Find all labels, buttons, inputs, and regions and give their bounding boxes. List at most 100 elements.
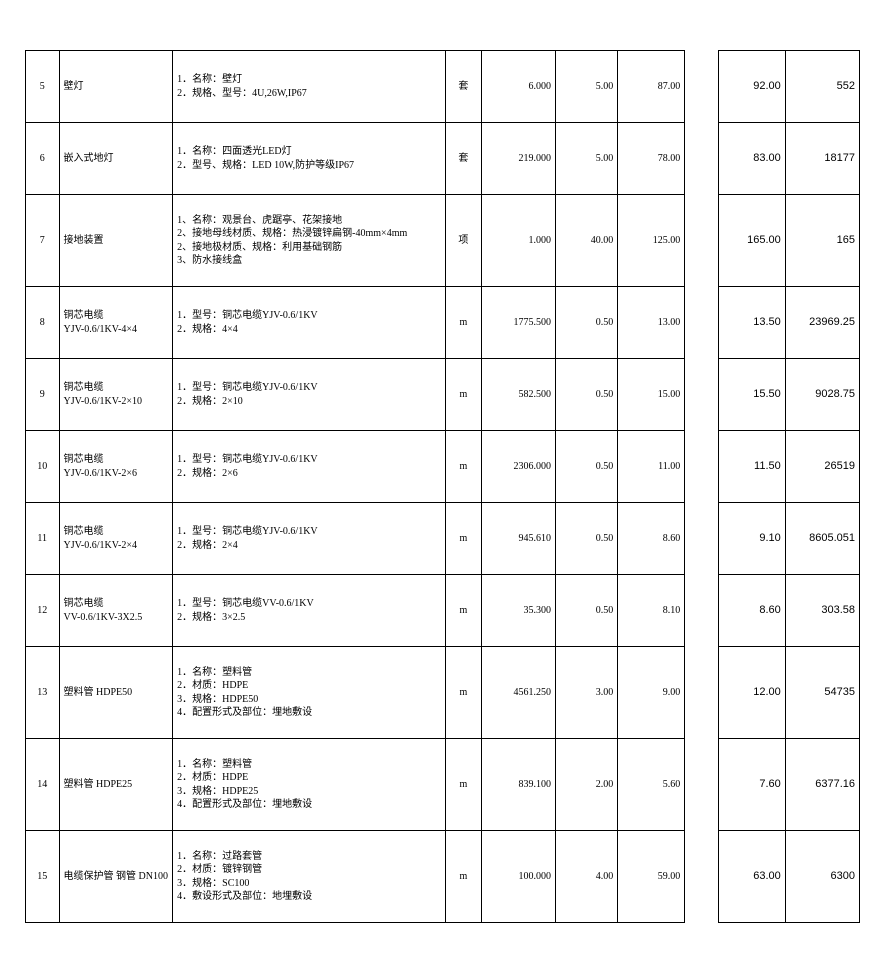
cell-total: 23969.25 [785, 287, 859, 359]
cell-price: 15.50 [718, 359, 785, 431]
cell-gap [685, 123, 719, 195]
table-row: 13塑料管 HDPE501．名称：塑料管 2．材质：HDPE 3．规格：HDPE… [26, 647, 860, 739]
cell-name: 电缆保护管 钢管 DN100 [59, 831, 173, 923]
cell-n1: 40.00 [556, 195, 618, 287]
cell-total: 165 [785, 195, 859, 287]
table-row: 6嵌入式地灯1．名称：四面透光LED灯 2．型号、规格：LED 10W,防护等级… [26, 123, 860, 195]
table-row: 5壁灯1．名称：壁灯 2．规格、型号：4U,26W,IP67套6.0005.00… [26, 51, 860, 123]
cell-unit: m [445, 831, 481, 923]
data-table: 5壁灯1．名称：壁灯 2．规格、型号：4U,26W,IP67套6.0005.00… [25, 50, 860, 923]
cell-desc: 1．名称：塑料管 2．材质：HDPE 3．规格：HDPE25 4．配置形式及部位… [173, 739, 446, 831]
table-row: 8铜芯电缆 YJV-0.6/1KV-4×41．型号：铜芯电缆YJV-0.6/1K… [26, 287, 860, 359]
cell-desc: 1．名称：过路套管 2．材质：镀锌钢管 3．规格：SC100 4．敷设形式及部位… [173, 831, 446, 923]
cell-n2: 11.00 [618, 431, 685, 503]
cell-qty: 4561.250 [481, 647, 555, 739]
cell-n1: 2.00 [556, 739, 618, 831]
cell-n2: 5.60 [618, 739, 685, 831]
table-row: 11铜芯电缆 YJV-0.6/1KV-2×41．型号：铜芯电缆YJV-0.6/1… [26, 503, 860, 575]
cell-index: 5 [26, 51, 60, 123]
cell-qty: 100.000 [481, 831, 555, 923]
cell-desc: 1．名称：四面透光LED灯 2．型号、规格：LED 10W,防护等级IP67 [173, 123, 446, 195]
cell-desc: 1．名称：壁灯 2．规格、型号：4U,26W,IP67 [173, 51, 446, 123]
cell-n1: 0.50 [556, 287, 618, 359]
cell-index: 11 [26, 503, 60, 575]
cell-n2: 13.00 [618, 287, 685, 359]
cell-price: 165.00 [718, 195, 785, 287]
cell-name: 铜芯电缆 YJV-0.6/1KV-4×4 [59, 287, 173, 359]
cell-price: 11.50 [718, 431, 785, 503]
cell-desc: 1．名称：塑料管 2．材质：HDPE 3．规格：HDPE50 4．配置形式及部位… [173, 647, 446, 739]
cell-unit: m [445, 647, 481, 739]
cell-unit: m [445, 575, 481, 647]
cell-price: 9.10 [718, 503, 785, 575]
cell-unit: m [445, 287, 481, 359]
cell-qty: 1.000 [481, 195, 555, 287]
cell-n1: 5.00 [556, 123, 618, 195]
cell-n1: 4.00 [556, 831, 618, 923]
cell-total: 54735 [785, 647, 859, 739]
table-row: 15电缆保护管 钢管 DN1001．名称：过路套管 2．材质：镀锌钢管 3．规格… [26, 831, 860, 923]
cell-name: 塑料管 HDPE50 [59, 647, 173, 739]
cell-name: 嵌入式地灯 [59, 123, 173, 195]
cell-n2: 9.00 [618, 647, 685, 739]
cell-name: 壁灯 [59, 51, 173, 123]
cell-gap [685, 51, 719, 123]
cell-n1: 0.50 [556, 575, 618, 647]
cell-name: 铜芯电缆 VV-0.6/1KV-3X2.5 [59, 575, 173, 647]
cell-price: 63.00 [718, 831, 785, 923]
table-row: 10铜芯电缆 YJV-0.6/1KV-2×61．型号：铜芯电缆YJV-0.6/1… [26, 431, 860, 503]
cell-n1: 0.50 [556, 503, 618, 575]
table-container: 5壁灯1．名称：壁灯 2．规格、型号：4U,26W,IP67套6.0005.00… [0, 0, 880, 953]
cell-qty: 1775.500 [481, 287, 555, 359]
cell-price: 83.00 [718, 123, 785, 195]
cell-total: 6377.16 [785, 739, 859, 831]
cell-name: 铜芯电缆 YJV-0.6/1KV-2×10 [59, 359, 173, 431]
cell-gap [685, 575, 719, 647]
cell-gap [685, 287, 719, 359]
cell-index: 6 [26, 123, 60, 195]
cell-index: 12 [26, 575, 60, 647]
cell-qty: 2306.000 [481, 431, 555, 503]
cell-index: 13 [26, 647, 60, 739]
cell-qty: 35.300 [481, 575, 555, 647]
cell-desc: 1．型号：铜芯电缆VV-0.6/1KV 2．规格：3×2.5 [173, 575, 446, 647]
cell-gap [685, 831, 719, 923]
table-row: 7接地装置1、名称：观景台、虎踞亭、花架接地 2、接地母线材质、规格：热浸镀锌扁… [26, 195, 860, 287]
cell-unit: 套 [445, 51, 481, 123]
cell-n2: 59.00 [618, 831, 685, 923]
cell-qty: 839.100 [481, 739, 555, 831]
cell-price: 92.00 [718, 51, 785, 123]
cell-n2: 8.10 [618, 575, 685, 647]
cell-total: 18177 [785, 123, 859, 195]
cell-gap [685, 647, 719, 739]
cell-gap [685, 503, 719, 575]
cell-n1: 3.00 [556, 647, 618, 739]
cell-qty: 219.000 [481, 123, 555, 195]
cell-gap [685, 431, 719, 503]
table-row: 14塑料管 HDPE251．名称：塑料管 2．材质：HDPE 3．规格：HDPE… [26, 739, 860, 831]
cell-desc: 1．型号：铜芯电缆YJV-0.6/1KV 2．规格：2×4 [173, 503, 446, 575]
cell-unit: 项 [445, 195, 481, 287]
table-row: 9铜芯电缆 YJV-0.6/1KV-2×101．型号：铜芯电缆YJV-0.6/1… [26, 359, 860, 431]
table-row: 12铜芯电缆 VV-0.6/1KV-3X2.51．型号：铜芯电缆VV-0.6/1… [26, 575, 860, 647]
cell-unit: m [445, 431, 481, 503]
cell-qty: 6.000 [481, 51, 555, 123]
cell-unit: m [445, 503, 481, 575]
cell-unit: 套 [445, 123, 481, 195]
cell-index: 10 [26, 431, 60, 503]
cell-name: 铜芯电缆 YJV-0.6/1KV-2×6 [59, 431, 173, 503]
cell-total: 26519 [785, 431, 859, 503]
cell-unit: m [445, 359, 481, 431]
cell-total: 6300 [785, 831, 859, 923]
cell-name: 塑料管 HDPE25 [59, 739, 173, 831]
cell-gap [685, 739, 719, 831]
cell-gap [685, 195, 719, 287]
cell-n2: 15.00 [618, 359, 685, 431]
cell-desc: 1、名称：观景台、虎踞亭、花架接地 2、接地母线材质、规格：热浸镀锌扁钢-40m… [173, 195, 446, 287]
cell-n2: 8.60 [618, 503, 685, 575]
cell-n1: 0.50 [556, 431, 618, 503]
cell-n1: 0.50 [556, 359, 618, 431]
cell-name: 铜芯电缆 YJV-0.6/1KV-2×4 [59, 503, 173, 575]
cell-desc: 1．型号：铜芯电缆YJV-0.6/1KV 2．规格：2×6 [173, 431, 446, 503]
cell-n1: 5.00 [556, 51, 618, 123]
